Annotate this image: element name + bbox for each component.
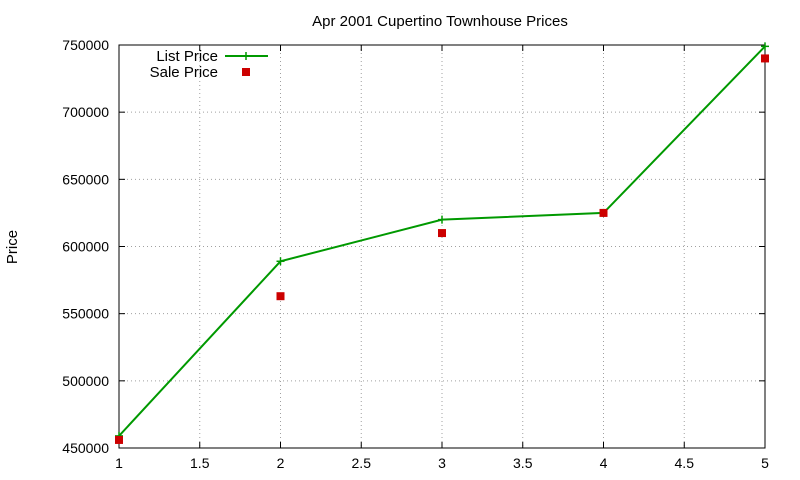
list-price-point (276, 257, 285, 266)
y-tick-label: 500000 (62, 373, 109, 389)
x-tick-label: 3 (438, 455, 446, 471)
y-tick-label: 650000 (62, 171, 109, 187)
x-tick-label: 4 (600, 455, 608, 471)
x-tick-label: 1.5 (190, 455, 210, 471)
sale-price-point (761, 54, 769, 63)
sale-price-point (599, 208, 608, 217)
y-tick-label: 700000 (62, 104, 109, 120)
sale-price-point (115, 435, 123, 444)
series-layer (115, 42, 769, 444)
x-tick-label: 2.5 (352, 455, 372, 471)
y-tick-label: 450000 (62, 440, 109, 456)
y-tick-label: 600000 (62, 239, 109, 255)
legend-marker-sale-price (242, 68, 250, 76)
sale-price-point (276, 292, 285, 301)
x-tick-label: 4.5 (675, 455, 695, 471)
legend-label-sale-price: Sale Price (150, 64, 218, 81)
x-tick-label: 5 (761, 455, 769, 471)
axis-ticks: 1 1.5 2 2.5 3 3.5 4 4.5 5 450000 500000 550000 60000… (62, 37, 769, 471)
sale-price-point (438, 229, 446, 238)
grid-lines (119, 45, 765, 448)
legend-label-list-price: List Price (156, 48, 218, 65)
legend-marker-list-price (242, 52, 250, 60)
y-axis-label: Price (4, 230, 21, 264)
y-tick-label: 550000 (62, 306, 109, 322)
list-price-point (438, 215, 446, 224)
chart-title: Apr 2001 Cupertino Townhouse Prices (312, 13, 568, 30)
x-tick-label: 1 (115, 455, 123, 471)
x-tick-label: 2 (277, 455, 285, 471)
list-price-point (761, 42, 769, 51)
x-tick-label: 3.5 (513, 455, 533, 471)
y-tick-label: 750000 (62, 37, 109, 53)
